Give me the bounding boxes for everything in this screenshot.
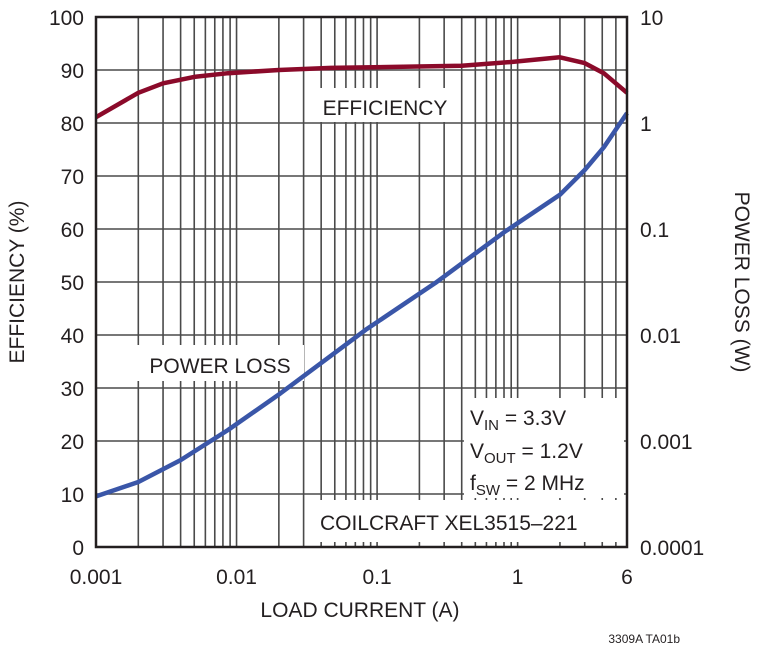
x-tick-label: 1 [512,566,524,589]
y-right-tick-label: 0.1 [640,219,669,242]
plot-frame [94,15,629,549]
y-left-tick-label: 0 [72,537,84,560]
annotation-vin: VIN = 3.3V [470,407,566,434]
y-right-tick-label: 0.0001 [640,537,704,560]
annotation-vout: VOUT = 1.2V [470,440,583,467]
series-label-power-loss: POWER LOSS [149,355,290,378]
y-right-tick-label: 0.001 [640,431,693,454]
y-left-tick-label: 100 [49,7,84,30]
y-right-tick-label: 0.01 [640,325,681,348]
y-left-tick-label: 60 [61,219,84,242]
annotation-fsw: fSW = 2 MHz [470,472,585,499]
annotation-inductor: COILCRAFT XEL3515–221 [320,512,578,535]
y-left-tick-label: 80 [61,113,84,136]
tick-labels: 0 10 20 30 40 50 60 70 80 90 100 0.0001 0.001 0.01 0.1… [49,7,704,589]
y-left-axis-label: EFFICIENCY (%) [6,201,29,364]
series-line-power-loss [95,111,629,499]
y-right-tick-label: 10 [640,7,663,30]
x-tick-label: 0.001 [70,566,123,589]
y-left-tick-label: 20 [61,431,84,454]
x-tick-label: 6 [621,566,633,589]
y-right-tick-label: 1 [640,113,652,136]
label-backgrounds [136,88,624,542]
y-left-tick-label: 30 [61,378,84,401]
y-left-tick-label: 40 [61,325,84,348]
figure-id: 3309A TA01b [608,632,680,646]
series-layer [94,55,629,499]
y-left-tick-label: 70 [61,166,84,189]
series-line-efficiency [94,55,629,120]
y-right-axis-label: POWER LOSS (W) [730,192,753,373]
x-tick-label: 0.01 [216,566,257,589]
x-axis-label: LOAD CURRENT (A) [260,599,459,622]
y-left-tick-label: 90 [61,60,84,83]
x-tick-label: 0.1 [362,566,391,589]
y-left-tick-label: 50 [61,272,84,295]
series-label-efficiency: EFFICIENCY [323,97,448,120]
y-left-tick-label: 10 [61,484,84,507]
